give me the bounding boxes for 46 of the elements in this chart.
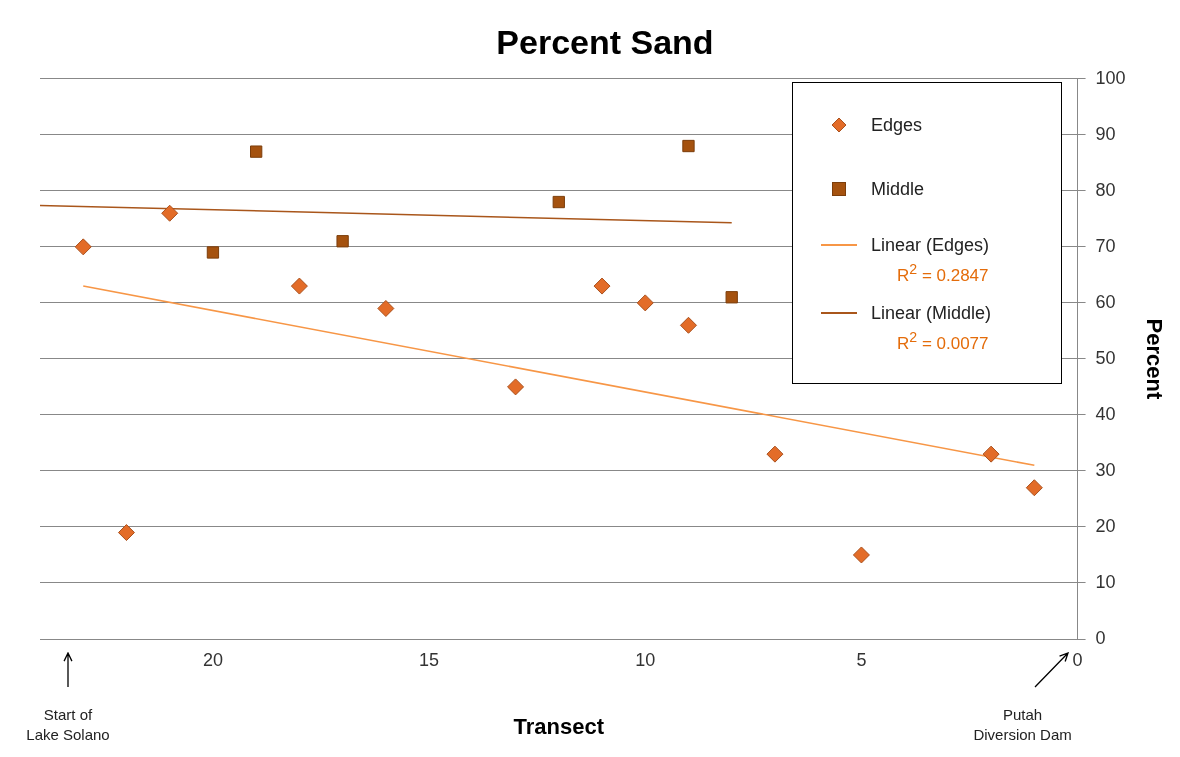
annotation: R$^{2}$ = 0.2847 [896,261,990,287]
point [552,195,565,209]
y-tick-label: 30 [1095,459,1116,480]
text: Putah Diversion Dam [972,705,1073,745]
x-tick-label: 5 [856,649,867,670]
chart-title: Percent Sand [496,22,714,61]
point [377,299,395,317]
point [507,378,525,396]
y-tick-label: 70 [1095,235,1116,256]
point [336,235,349,248]
point [250,145,263,158]
x-axis-title: Transect [513,713,605,739]
y-tick-label: 60 [1095,291,1116,312]
y-tick-label: 20 [1095,515,1116,536]
point [982,445,1000,463]
legend-label: Linear (Middle) [871,302,992,324]
annotation: R$^{2}$ = 0.0077 [896,329,990,355]
x-tick-label: 0 [1072,649,1083,670]
point [117,524,135,542]
y-tick-label: 0 [1095,627,1106,648]
y-tick-label: 40 [1095,403,1116,424]
x-tick-label: 20 [202,649,223,670]
point [206,246,220,259]
point [593,277,611,295]
y-tick-label: 80 [1095,179,1116,200]
legend-label: Edges [871,114,923,136]
point [682,139,695,153]
y-tick-label: 10 [1095,571,1116,592]
legend-label: Linear (Edges) [871,234,990,256]
y-tick-label: 50 [1095,347,1116,368]
point [766,445,784,463]
x-tick-label: 10 [635,649,656,670]
y-axis-title: Percent [1141,318,1167,400]
point [679,316,697,334]
y-tick-label: 100 [1095,67,1126,88]
legend-label: Middle [871,178,925,200]
point [290,277,308,295]
point [725,291,738,304]
point [852,546,870,564]
point [636,294,654,312]
point [74,238,92,256]
point [161,204,179,222]
point [1025,479,1043,497]
text: Start of Lake Solano [25,705,111,745]
x-tick-label: 15 [419,649,440,670]
y-tick-label: 90 [1095,123,1116,144]
